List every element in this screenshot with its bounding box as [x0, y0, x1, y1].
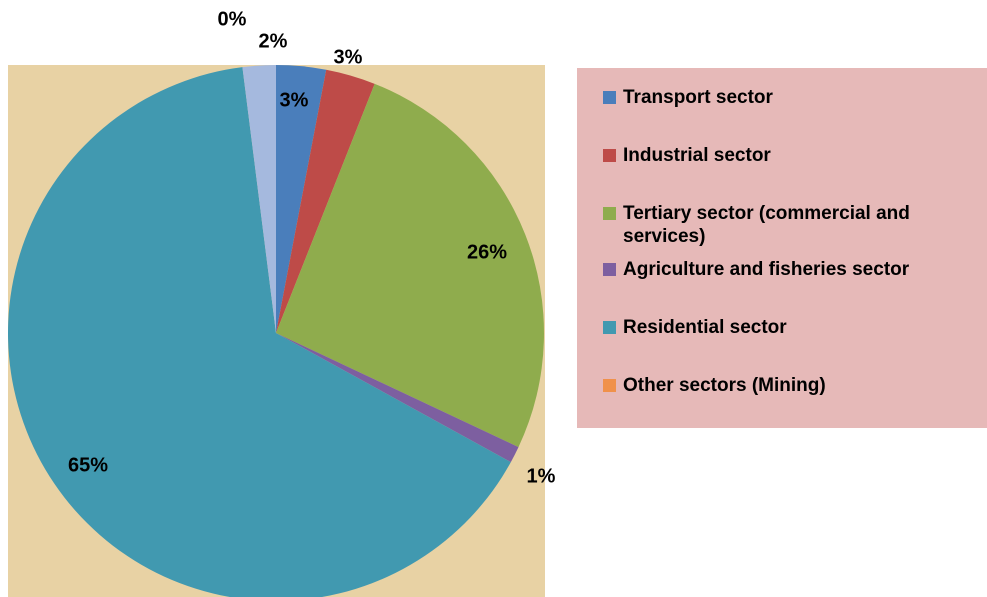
legend-item: Residential sector [603, 316, 983, 339]
legend-label: Other sectors (Mining) [623, 375, 826, 396]
legend-label: Tertiary sector (commercial and services… [623, 203, 910, 247]
legend-item: Agriculture and fisheries sector [603, 258, 983, 281]
data-label: 0% [218, 8, 247, 30]
legend-item: Other sectors (Mining) [603, 374, 983, 397]
pie-slice [276, 83, 544, 448]
data-label: 65% [68, 454, 108, 476]
legend-item: Transport sector [603, 86, 983, 109]
data-label: 1% [527, 465, 556, 487]
pie-slice [276, 65, 327, 333]
legend-label: Agriculture and fisheries sector [623, 259, 910, 280]
pie-slice [8, 67, 511, 597]
legend-swatch [603, 149, 616, 162]
pie-slice [276, 69, 375, 334]
data-label: 3% [280, 89, 309, 111]
legend-swatch [603, 207, 616, 220]
legend-swatch [603, 321, 616, 334]
legend-swatch [603, 263, 616, 276]
data-label: 2% [259, 30, 288, 52]
pie-slice [276, 333, 519, 463]
pie-slice [242, 65, 276, 333]
legend-label: Residential sector [623, 317, 787, 338]
data-label: 3% [334, 46, 363, 68]
legend-label: Industrial sector [623, 145, 771, 166]
legend-item: Industrial sector [603, 144, 983, 167]
legend-swatch [603, 91, 616, 104]
data-label: 26% [467, 241, 507, 263]
legend-swatch [603, 379, 616, 392]
legend-label: Transport sector [623, 87, 773, 108]
legend: Transport sector Industrial sector Tertiar… [577, 68, 987, 428]
legend-item: Tertiary sector (commercial and services… [603, 202, 983, 248]
